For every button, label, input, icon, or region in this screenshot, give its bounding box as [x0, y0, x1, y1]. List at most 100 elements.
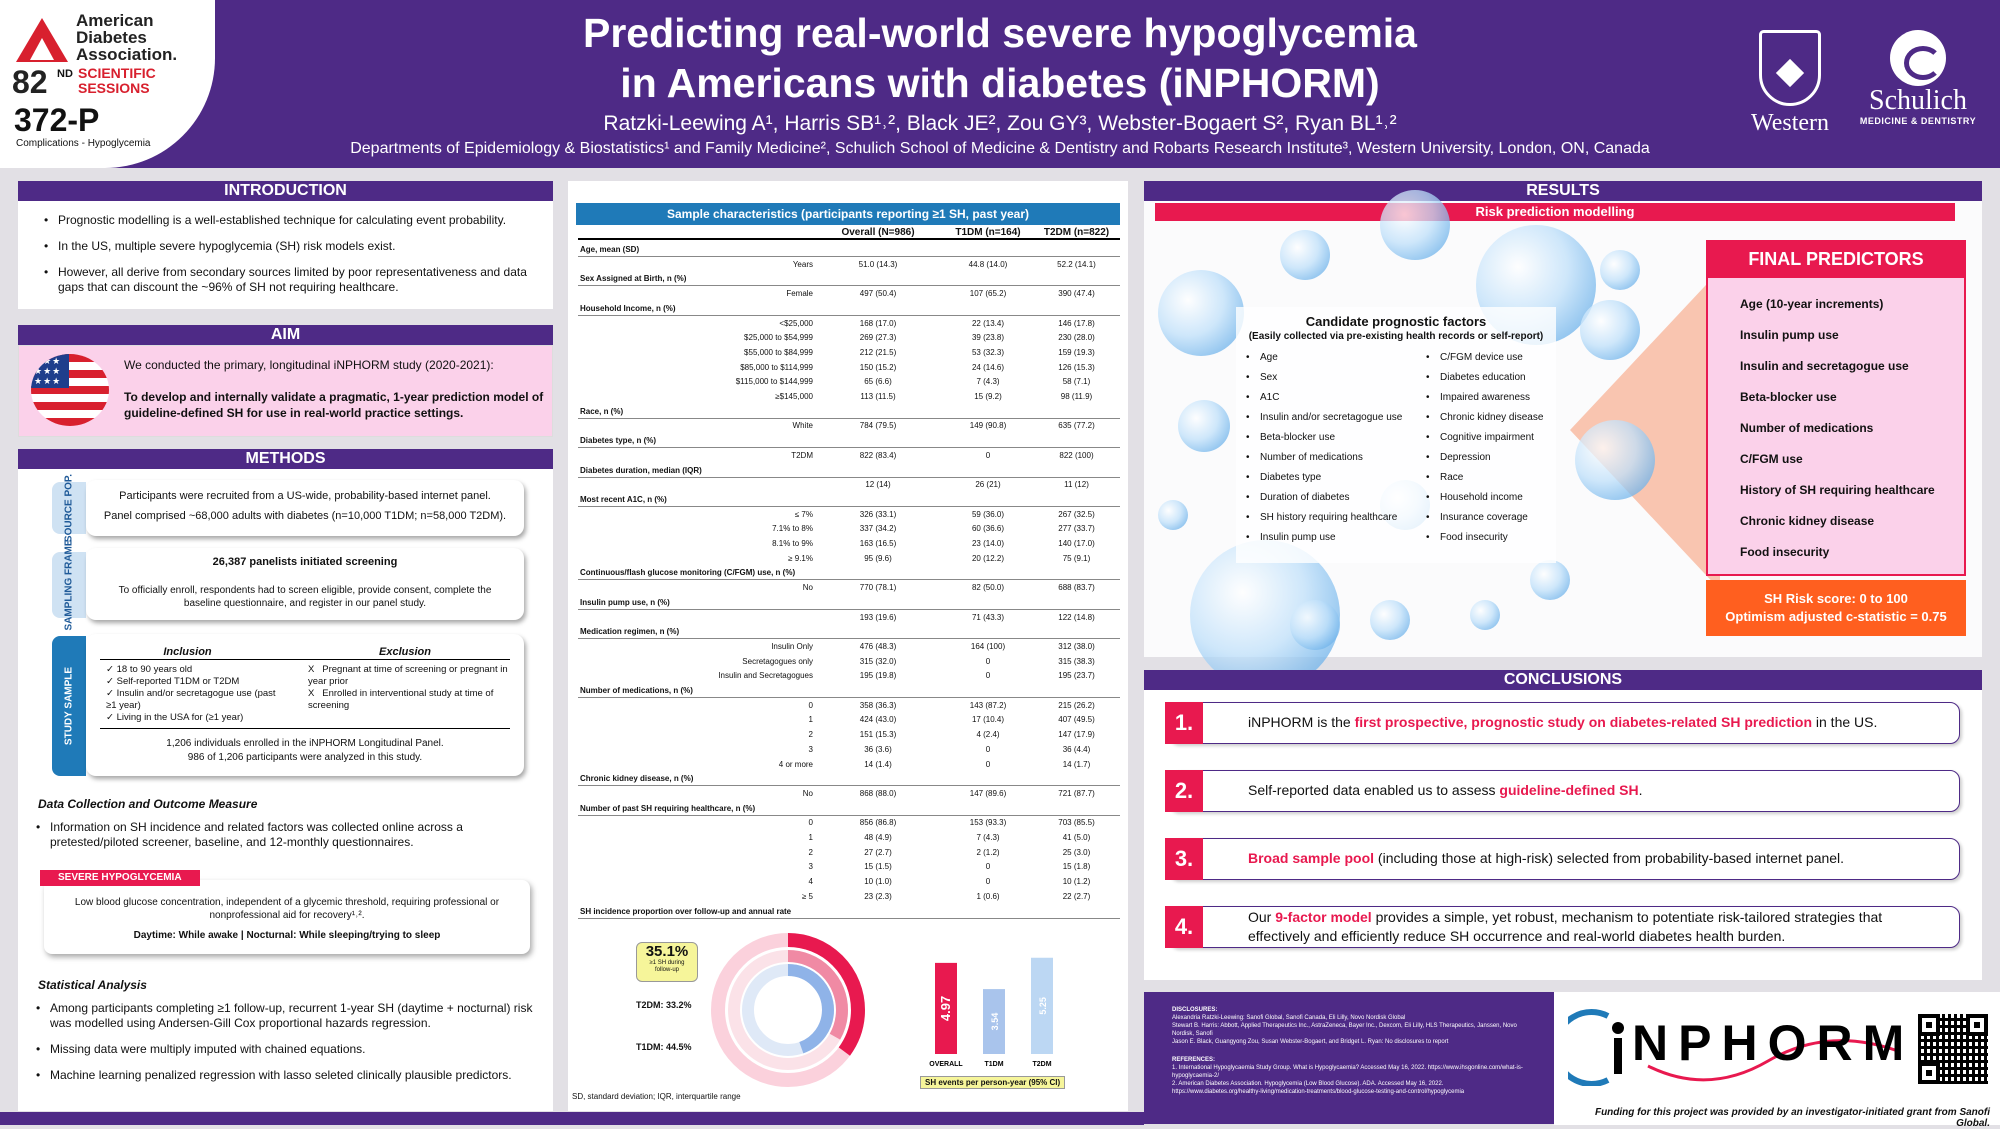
- table-section-label: Sex Assigned at Birth, n (%): [580, 274, 687, 284]
- inclusion-list: ✓ 18 to 90 years old ✓ Self-reported T1D…: [106, 664, 276, 723]
- list-item: In the US, multiple severe hypoglycemia …: [36, 239, 535, 254]
- table-section-row: Insulin pump use, n (%): [578, 596, 1120, 610]
- cell-t2dm: 230 (28.0): [1058, 333, 1095, 343]
- table-row: 193 (19.6) 71 (43.3) 122 (14.8): [578, 611, 1120, 625]
- table-row: T2DM 822 (83.4) 0 822 (100): [578, 449, 1120, 463]
- cell-overall: 770 (78.1): [859, 583, 897, 593]
- cell-t1dm: 20 (12.2): [971, 553, 1005, 563]
- predictor-item: Insulin pump use: [1740, 328, 1839, 342]
- cell-overall: 14 (1.4): [864, 759, 892, 769]
- conclusion-highlight: Broad sample pool: [1248, 850, 1375, 866]
- cell-overall: 51.0 (14.3): [858, 259, 898, 269]
- donut-ring-overall: [711, 933, 865, 1087]
- poster-header: [0, 0, 2000, 168]
- cell-t2dm: 267 (32.5): [1058, 509, 1095, 519]
- predictor-item: Insulin and secretagogue use: [1740, 359, 1909, 373]
- conclusion-highlight: 9-factor model: [1275, 909, 1372, 925]
- cell-t2dm: 25 (3.0): [1062, 847, 1091, 857]
- table-section-label: Diabetes duration, median (IQR): [580, 465, 702, 475]
- table-section-label: SH incidence proportion over follow-up a…: [580, 906, 792, 916]
- conclusion-number: 1.: [1165, 702, 1203, 744]
- table-row: 1 48 (4.9) 7 (4.3) 41 (5.0): [578, 831, 1120, 845]
- table-row: 7.1% to 8% 337 (34.2) 60 (36.6) 277 (33.7): [578, 522, 1120, 536]
- cell-t1dm: 39 (23.8): [971, 333, 1005, 343]
- col-overall: Overall (N=986): [841, 227, 915, 238]
- conclusion-highlight: first prospective, prognostic study on d…: [1354, 714, 1812, 730]
- conclusion-text: Broad sample pool (including those at hi…: [1248, 849, 1948, 868]
- table-row: 0 856 (86.8) 153 (93.3) 703 (85.5): [578, 816, 1120, 830]
- cell-t1dm: 23 (14.0): [971, 539, 1005, 548]
- bar-category-label: T2DM: [1032, 1061, 1051, 1068]
- cell-t1dm: 53 (32.3): [971, 347, 1005, 357]
- funnel-shape: [1570, 270, 1720, 590]
- inphorm-logo-text: NPHORM: [1632, 1015, 1915, 1071]
- row-label: 1: [808, 833, 813, 842]
- row-label: 3: [808, 862, 813, 872]
- cell-overall: 168 (17.0): [859, 318, 897, 328]
- cell-t2dm: 36 (4.4): [1062, 744, 1091, 754]
- cell-overall: 36 (3.6): [864, 744, 892, 754]
- table-section-row: Household Income, n (%): [578, 302, 1120, 316]
- list-item: Among participants completing ≥1 follow-…: [28, 1001, 538, 1031]
- list-item: Impaired awareness: [1426, 392, 1530, 404]
- cell-t2dm: 14 (1.7): [1062, 759, 1091, 769]
- cell-t2dm: 195 (23.7): [1058, 671, 1095, 681]
- cell-t2dm: 822 (100): [1059, 450, 1094, 460]
- intro-heading: INTRODUCTION: [18, 181, 553, 201]
- row-label: 4: [808, 877, 813, 887]
- list-item: C/FGM device use: [1426, 352, 1523, 364]
- schulich-icon: [1890, 30, 1946, 86]
- cell-t1dm: 0: [985, 877, 991, 887]
- table-row: ≥ 5 23 (2.3) 1 (0.6) 22 (2.7): [578, 890, 1120, 904]
- bubble-decoration: [1370, 600, 1410, 640]
- intro-panel: Prognostic modelling is a well-establish…: [18, 201, 553, 309]
- row-label: No: [802, 583, 813, 593]
- cell-t2dm: 122 (14.8): [1058, 612, 1095, 622]
- bubble-decoration: [1280, 230, 1330, 280]
- conclusion-part: .: [1638, 782, 1643, 798]
- list-item: Number of medications: [1246, 452, 1363, 464]
- cell-overall: 27 (2.7): [864, 847, 892, 857]
- cell-t2dm: 407 (49.5): [1058, 715, 1095, 725]
- row-label: 8.1% to 9%: [772, 539, 813, 548]
- table-row: No 770 (78.1) 82 (50.0) 688 (83.7): [578, 581, 1120, 595]
- list-item: However, all derive from secondary sourc…: [36, 265, 535, 295]
- bar-category-label: T1DM: [984, 1061, 1003, 1068]
- list-item: Insulin pump use: [1246, 532, 1336, 544]
- cell-overall: 856 (86.8): [859, 818, 897, 828]
- list-item: Prognostic modelling is a well-establish…: [36, 213, 535, 228]
- cell-overall: 95 (9.6): [864, 553, 892, 563]
- row-label: 2: [808, 730, 813, 740]
- cell-overall: 15 (1.5): [864, 862, 892, 872]
- table-row: White 784 (79.5) 149 (90.8) 635 (77.2): [578, 419, 1120, 433]
- predictor-item: Number of medications: [1740, 421, 1874, 435]
- cell-overall: 23 (2.3): [864, 891, 892, 901]
- ada-logo-area: American Diabetes Association. 82 ND SCI…: [0, 0, 215, 168]
- cell-t2dm: 390 (47.4): [1058, 289, 1095, 299]
- qr-code-icon[interactable]: [1918, 1014, 1988, 1084]
- bubble-decoration: [1580, 300, 1640, 360]
- bar-value-label: 5.25: [1038, 997, 1048, 1015]
- donut-t1dm-label: T1DM: 44.5%: [636, 1042, 692, 1052]
- conclusion-part: iNPHORM is the: [1248, 714, 1355, 730]
- cell-t2dm: 10 (1.2): [1062, 877, 1091, 887]
- analyzed-text: 986 of 1,206 participants were analyzed …: [187, 752, 423, 763]
- predictor-item: Food insecurity: [1740, 545, 1830, 559]
- risk-modelling-bar: Risk prediction modelling: [1155, 203, 1955, 221]
- row-label: ≥$145,000: [775, 392, 813, 401]
- row-label: 1: [808, 715, 813, 725]
- table-section-label: Age, mean (SD): [580, 245, 640, 254]
- final-predictors-box: [1706, 240, 1966, 576]
- table-section-row: Chronic kidney disease, n (%): [578, 772, 1120, 787]
- list-item: Insulin and/or secretagogue use: [1246, 412, 1402, 424]
- table-row: 4 or more 14 (1.4) 0 14 (1.7): [578, 758, 1120, 772]
- table-row: Female 497 (50.4) 107 (65.2) 390 (47.4): [578, 287, 1120, 301]
- cell-t1dm: 82 (50.0): [971, 583, 1005, 593]
- cell-t1dm: 7 (4.3): [976, 833, 1000, 842]
- cell-overall: 476 (48.3): [859, 641, 897, 651]
- table-section-row: Diabetes type, n (%): [578, 434, 1120, 449]
- cell-overall: 269 (27.3): [859, 333, 897, 343]
- conclusion-highlight: guideline-defined SH: [1499, 782, 1639, 798]
- row-label: 0: [808, 700, 813, 710]
- cell-t2dm: 635 (77.2): [1058, 421, 1095, 431]
